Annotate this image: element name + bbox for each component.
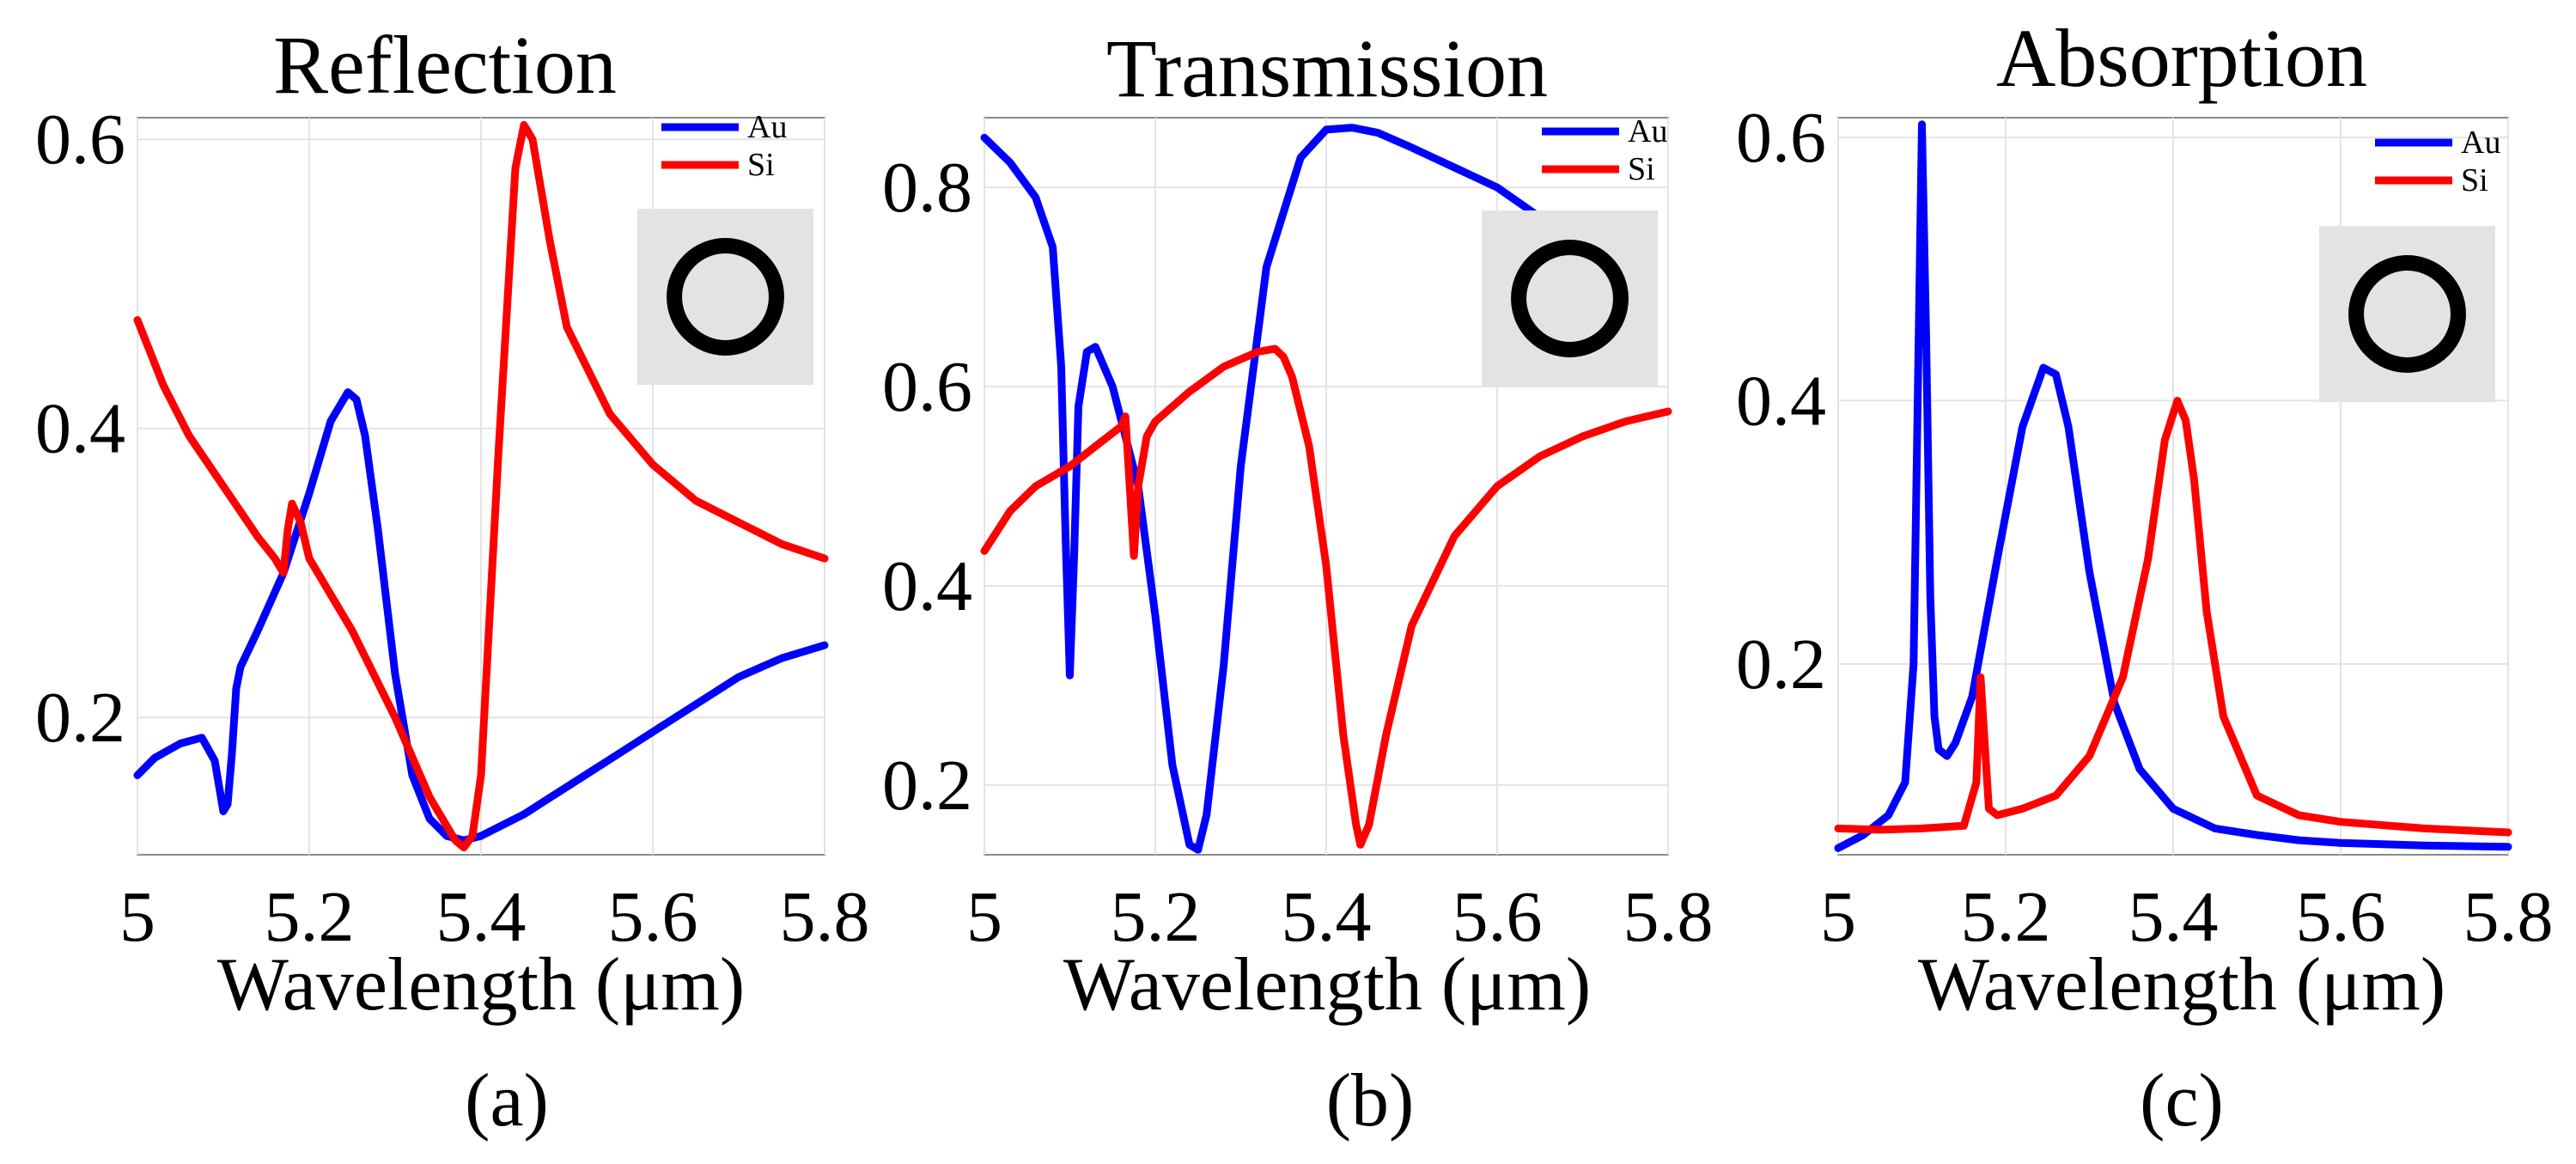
chart-title: Absorption bbox=[1996, 12, 2367, 104]
y-tick-labels: 0.2 0.4 0.6 bbox=[1736, 98, 1826, 704]
x-tick-label: 5.2 bbox=[1111, 877, 1201, 957]
x-tick-label: 5.6 bbox=[2296, 877, 2386, 957]
series-group bbox=[980, 124, 1672, 854]
absorption-chart: Absorption 0.20.40.6 5 5.2 5.4 5.6 5.8 AuSi … bbox=[1736, 12, 2554, 1143]
legend-label-si: Si bbox=[1628, 151, 1655, 187]
ring-icon bbox=[2348, 255, 2466, 373]
ring-icon bbox=[1511, 240, 1629, 357]
y-tick-label: 0.4 bbox=[1736, 361, 1826, 441]
y-tick-label: 0.2 bbox=[35, 678, 125, 758]
grid bbox=[1837, 118, 2509, 855]
y-tick-label: 0.4 bbox=[882, 546, 972, 626]
series-line-si bbox=[1834, 396, 2512, 837]
x-tick-labels: 5 5.2 5.4 5.6 5.8 bbox=[966, 877, 1714, 957]
y-tick-label: 0.8 bbox=[882, 148, 972, 228]
series-group bbox=[133, 120, 829, 852]
y-tick-label: 0.6 bbox=[35, 100, 125, 180]
series-line-au bbox=[1834, 120, 2512, 852]
x-tick-label: 5.2 bbox=[265, 877, 355, 957]
x-tick-label: 5 bbox=[1820, 877, 1856, 957]
x-tick-label: 5 bbox=[966, 877, 1002, 957]
series-group bbox=[1834, 120, 2512, 852]
series-line-au bbox=[133, 388, 829, 844]
panel-caption: (c) bbox=[2140, 1059, 2224, 1143]
legend-label-au: Au bbox=[1628, 113, 1667, 149]
legend-label-au: Au bbox=[2461, 125, 2500, 161]
y-tick-label: 0.6 bbox=[882, 347, 972, 427]
series-line-au bbox=[980, 124, 1586, 854]
panel-caption: (b) bbox=[1326, 1059, 1415, 1143]
x-axis-title: Wavelength (μm) bbox=[1918, 943, 2445, 1027]
x-tick-label: 5.8 bbox=[780, 877, 870, 957]
y-tick-labels: 0.2 0.4 0.6 bbox=[35, 100, 125, 758]
x-axis-title: Wavelength (μm) bbox=[217, 943, 745, 1027]
ring-icon bbox=[667, 238, 784, 356]
y-tick-label: 0.6 bbox=[1736, 98, 1826, 178]
x-tick-label: 5.4 bbox=[1282, 877, 1372, 957]
chart-title: Transmission bbox=[1106, 22, 1548, 114]
x-tick-label: 5.4 bbox=[436, 877, 527, 957]
y-tick-label: 0.2 bbox=[882, 746, 972, 826]
x-tick-label: 5.4 bbox=[2128, 877, 2219, 957]
ring-inset bbox=[1482, 210, 1658, 387]
chart-title: Reflection bbox=[273, 19, 617, 111]
x-tick-label: 5.8 bbox=[2463, 877, 2554, 957]
panel-caption: (a) bbox=[465, 1059, 549, 1143]
y-tick-label: 0.4 bbox=[35, 389, 125, 469]
legend-label-si: Si bbox=[2461, 162, 2488, 198]
series-line-si bbox=[133, 120, 829, 852]
y-tick-labels: 0.2 0.4 0.6 0.8 bbox=[882, 148, 972, 826]
series-line-si bbox=[980, 344, 1672, 849]
x-tick-labels: 5 5.2 5.4 5.6 5.8 bbox=[1820, 877, 2554, 957]
x-tick-label: 5 bbox=[119, 877, 155, 957]
x-tick-label: 5.6 bbox=[1452, 877, 1543, 957]
ring-inset bbox=[2319, 226, 2495, 402]
inset-background bbox=[637, 209, 813, 385]
transmission-chart: Transmission 0.20.40.60.8 5 5.2 5.4 5.6 5.8 … bbox=[882, 22, 1714, 1143]
x-tick-labels: 5 5.2 5.4 5.6 5.8 bbox=[119, 877, 870, 957]
legend-label-au: Au bbox=[747, 109, 787, 145]
y-tick-label: 0.2 bbox=[1736, 625, 1826, 704]
legend-label-si: Si bbox=[747, 147, 775, 183]
x-tick-label: 5.2 bbox=[1961, 877, 2051, 957]
ring-inset bbox=[637, 209, 813, 385]
x-axis-title: Wavelength (μm) bbox=[1063, 943, 1591, 1027]
inset-background bbox=[2319, 226, 2495, 402]
reflection-chart: Reflection 0.20.40.6 5 5.2 5.4 5.6 5.8 AuSi … bbox=[35, 19, 870, 1143]
x-tick-label: 5.8 bbox=[1623, 877, 1714, 957]
x-tick-label: 5.6 bbox=[608, 877, 698, 957]
inset-background bbox=[1482, 210, 1658, 387]
